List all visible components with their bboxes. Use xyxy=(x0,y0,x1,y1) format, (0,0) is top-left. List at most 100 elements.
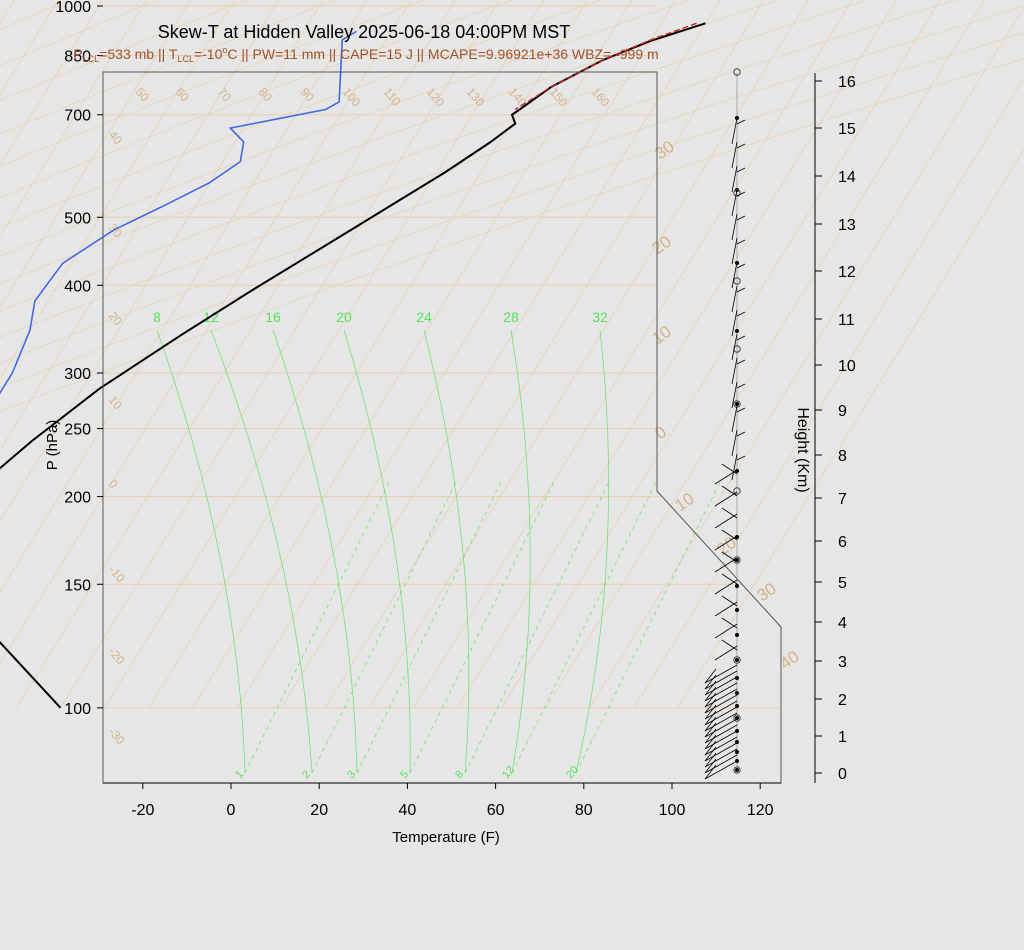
wind-barb-dot xyxy=(735,740,739,744)
wind-barb xyxy=(704,676,738,696)
wind-barb xyxy=(704,712,738,732)
wind-barb-dot xyxy=(735,535,739,539)
height-tick-label: 10 xyxy=(838,358,856,375)
isotherm-line xyxy=(457,0,897,709)
wind-barb-circle xyxy=(733,277,741,285)
dry-adiabat-line xyxy=(0,0,337,135)
x-tick-label: 80 xyxy=(575,802,593,819)
height-tick-label: 14 xyxy=(838,169,856,186)
wind-barb xyxy=(704,694,738,714)
y-tick-label: 300 xyxy=(64,366,91,383)
wind-barb xyxy=(714,485,738,507)
y-axis-label: P (hPa) xyxy=(44,420,61,471)
wind-barb-circle xyxy=(733,68,741,76)
y-tick-label: 400 xyxy=(64,278,91,295)
wind-barb-circle xyxy=(733,766,741,774)
wind-barb-dot xyxy=(735,691,739,695)
p-lcl-value: 533 mb xyxy=(107,46,154,62)
dry-adiabat-line xyxy=(0,32,1024,389)
y-tick-label: 150 xyxy=(64,577,91,594)
wind-barb xyxy=(731,309,746,337)
isotherm-line xyxy=(0,0,192,309)
chart-title: Skew-T at Hidden Valley 2025-06-18 04:00… xyxy=(158,22,571,42)
wind-barb xyxy=(704,700,738,720)
wind-barb xyxy=(704,724,738,744)
wind-barb xyxy=(731,141,746,169)
wind-barb-dot xyxy=(735,676,739,680)
wind-barb-dot xyxy=(735,584,739,588)
y-tick-label: 1000 xyxy=(55,0,91,16)
wind-barb-circle xyxy=(733,487,741,495)
wind-barb-dot xyxy=(735,633,739,637)
wind-barb xyxy=(704,670,738,690)
isotherm-line xyxy=(0,0,15,24)
mixing-ratio-label-top: 28 xyxy=(503,309,519,325)
isotherm-line xyxy=(236,0,677,709)
height-tick-label: 1 xyxy=(838,729,847,746)
mixing-ratio-line xyxy=(423,329,470,774)
mixing-ratio-line xyxy=(156,329,246,774)
wind-barb xyxy=(714,529,738,551)
height-tick-label: 5 xyxy=(838,575,847,592)
isotherm-line xyxy=(0,0,59,95)
wind-barb xyxy=(731,261,746,289)
wind-barb xyxy=(731,237,746,265)
mixing-ratio-label-top: 20 xyxy=(336,309,352,325)
wbz-value: -999 m xyxy=(615,46,659,62)
wind-barb-dot xyxy=(735,704,739,708)
wind-barb xyxy=(731,165,746,193)
wind-barb xyxy=(731,285,746,313)
t-lcl-value: -10 xyxy=(202,46,222,62)
wind-barb xyxy=(714,639,738,661)
cape-value: 15 J xyxy=(386,46,412,62)
moist-adiabat-line xyxy=(409,479,556,774)
x-tick-label: 40 xyxy=(399,802,417,819)
height-tick-label: 6 xyxy=(838,534,847,551)
dry-adiabat-line xyxy=(0,5,1024,364)
series-parcel-line xyxy=(514,22,697,111)
dry-adiabat-line xyxy=(0,0,159,67)
isotherm-line xyxy=(0,0,236,380)
wind-barb xyxy=(704,688,738,708)
wind-barb-dot xyxy=(735,716,739,720)
isotherm-line xyxy=(0,0,280,451)
wind-barb xyxy=(704,730,738,750)
height-tick-label: 3 xyxy=(838,654,847,671)
moist-adiabat-line xyxy=(464,479,611,774)
isotherm-line xyxy=(589,6,1024,709)
height-tick-label: 4 xyxy=(838,615,847,632)
mixing-ratio-line xyxy=(510,329,531,774)
wind-barb-dot xyxy=(735,768,739,772)
mcape-value: 9.96921e+36 xyxy=(486,46,568,62)
x-tick-label: 0 xyxy=(227,802,236,819)
moist-adiabat-line xyxy=(511,479,658,774)
sounding-series xyxy=(0,22,706,709)
wind-barb xyxy=(704,748,738,768)
wind-barb xyxy=(704,664,738,684)
wind-barbs xyxy=(704,68,746,780)
wind-barb xyxy=(714,551,738,573)
isotherm-lines: 50 60 70 80 90 100 110 120 130 140 150 160403020100… xyxy=(0,0,1024,747)
wind-barb xyxy=(731,381,746,409)
isotherm-line xyxy=(0,0,148,238)
height-axis-label: Height (Km) xyxy=(794,407,811,492)
moist-adiabat-line xyxy=(575,479,722,774)
y-tick-label: 700 xyxy=(64,108,91,125)
wind-barb-circle xyxy=(733,189,741,197)
x-tick-label: -20 xyxy=(131,802,154,819)
isotherm-line xyxy=(0,0,103,166)
wind-barb-dot xyxy=(735,469,739,473)
isotherm-line xyxy=(545,0,985,709)
isotherm-line xyxy=(501,0,941,709)
moist-adiabat-line xyxy=(244,479,391,774)
wind-barb xyxy=(714,573,738,595)
isotherm-line xyxy=(280,0,721,709)
y-tick-label: 850 xyxy=(64,49,91,66)
isotherm-line xyxy=(104,0,544,709)
dry-adiabat-line xyxy=(0,0,869,312)
y-tick-label: 100 xyxy=(64,701,91,718)
mixing-ratio-label-top: 16 xyxy=(265,309,281,325)
wind-barb xyxy=(704,736,738,756)
wind-barb-dot xyxy=(735,402,739,406)
